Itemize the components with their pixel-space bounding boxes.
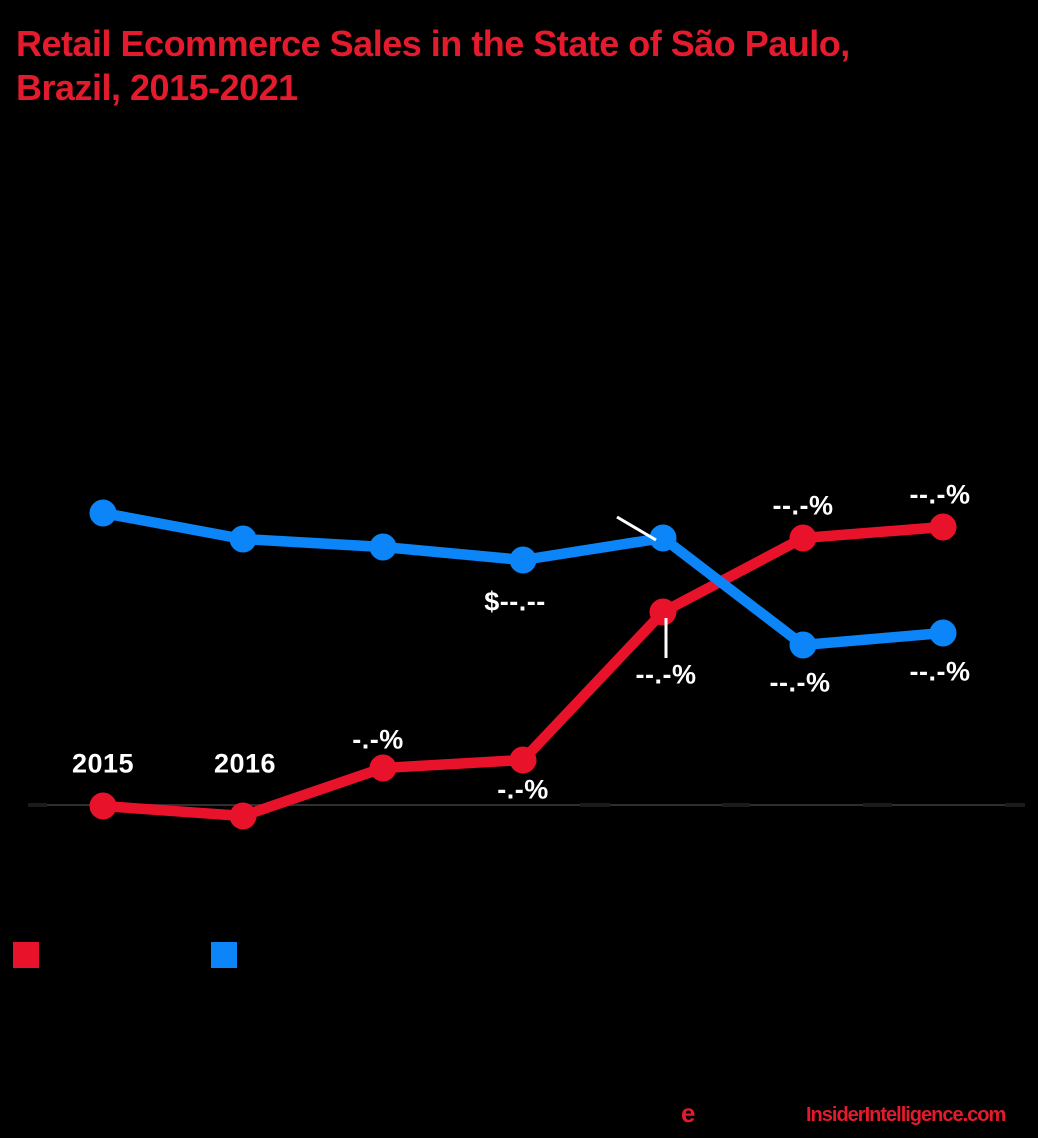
red-2020-pct-label: --.-% — [772, 490, 834, 521]
legend-swatch-blue — [211, 942, 237, 968]
series-blue-point — [229, 525, 257, 553]
footer-site-text: InsiderIntelligence.com — [806, 1104, 1006, 1126]
dollar-value-label: $--.-- — [484, 586, 546, 617]
red-2017-pct-label: -.-% — [352, 724, 404, 755]
series-red-point — [89, 792, 117, 820]
legend-swatch-red — [13, 942, 39, 968]
red-2021-pct-label: --.-% — [909, 479, 971, 510]
series-red-point — [369, 754, 397, 782]
chart-title: Retail Ecommerce Sales in the State of S… — [16, 22, 850, 110]
series-red-point — [789, 524, 817, 552]
callout-line — [616, 515, 657, 542]
series-red-point — [509, 746, 537, 774]
series-blue-point — [509, 546, 537, 574]
blue-2020-pct-label: --.-% — [769, 667, 831, 698]
series-red-point — [929, 513, 957, 541]
blue-2021-pct-label: --.-% — [909, 656, 971, 687]
chart-title-line2: Brazil, 2015-2021 — [16, 67, 298, 108]
red-2019-pct-label: --.-% — [635, 659, 697, 690]
series-red-point — [649, 598, 677, 626]
series-blue-point — [929, 619, 957, 647]
emarketer-logo-e: e — [681, 1098, 696, 1128]
series-red-point — [229, 802, 257, 830]
series-blue-point — [89, 499, 117, 527]
x-axis-label-2016: 2016 — [213, 748, 277, 779]
x-axis-label-2015: 2015 — [71, 748, 135, 779]
chart-title-line1: Retail Ecommerce Sales in the State of S… — [16, 23, 850, 64]
series-blue-point — [369, 533, 397, 561]
series-blue-point — [789, 631, 817, 659]
red-2018-pct-label: -.-% — [497, 774, 549, 805]
series-blue-point — [649, 524, 677, 552]
